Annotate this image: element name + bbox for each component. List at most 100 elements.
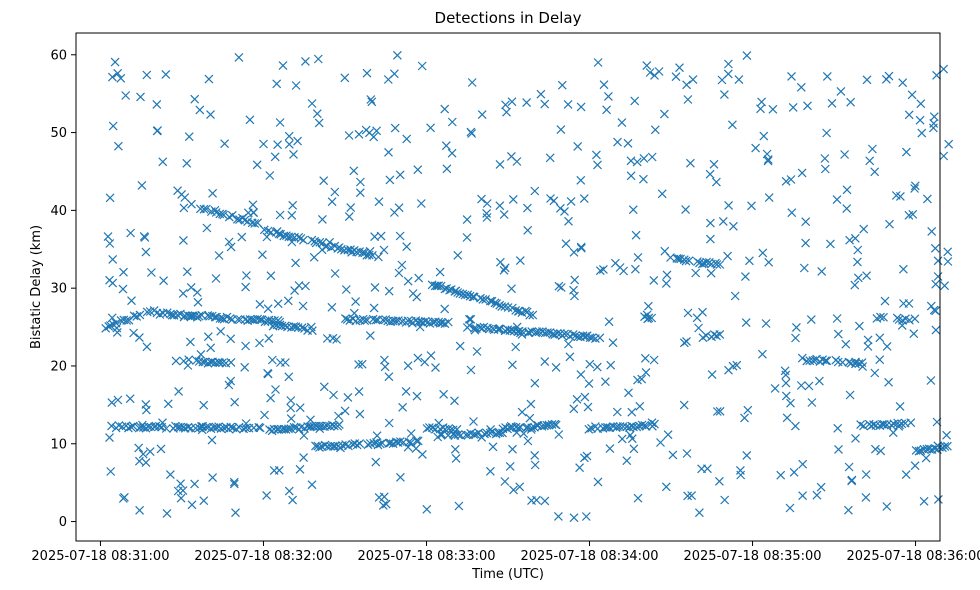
detection-marker-285	[576, 102, 586, 112]
detection-marker-634	[627, 434, 637, 444]
detection-marker-738	[122, 315, 132, 325]
detection-marker-192	[797, 353, 807, 363]
detection-marker-551	[505, 461, 515, 471]
detection-marker-421	[782, 413, 792, 423]
detection-marker-342	[284, 372, 294, 382]
detection-marker-735	[111, 318, 121, 328]
detection-marker-470	[882, 341, 892, 351]
detection-marker-810	[210, 205, 220, 215]
detection-marker-456	[241, 341, 251, 351]
detection-marker-283	[649, 355, 659, 365]
detection-marker-622	[720, 495, 730, 505]
detection-marker-387	[649, 275, 659, 285]
detection-marker-680	[107, 421, 116, 431]
detection-marker-584	[193, 297, 203, 307]
detection-marker-382	[888, 428, 898, 438]
detection-marker-555	[727, 120, 737, 130]
x-tick-label-2: 2025-07-18 08:33:00	[357, 549, 495, 564]
detection-marker-909	[320, 440, 330, 450]
detection-marker-1017	[445, 285, 455, 295]
detection-marker-284	[413, 353, 423, 363]
detection-marker-28	[846, 97, 856, 107]
detection-marker-639	[904, 210, 914, 220]
detection-marker-549	[477, 110, 487, 120]
detection-marker-32	[346, 203, 356, 213]
detection-marker-685	[123, 423, 133, 433]
detection-marker-354	[645, 68, 655, 77]
detection-marker-289	[709, 159, 719, 169]
detection-marker-201	[576, 242, 586, 252]
detection-marker-582	[927, 226, 937, 236]
detection-marker-344	[523, 225, 533, 235]
detection-marker-637	[671, 72, 681, 82]
detection-marker-447	[354, 129, 364, 139]
detection-marker-162	[224, 380, 234, 390]
detection-marker-106	[357, 359, 367, 369]
detection-marker-698	[161, 424, 171, 433]
detection-marker-9	[165, 470, 175, 480]
detection-marker-123	[355, 188, 365, 198]
detection-marker-1097	[595, 333, 605, 343]
detection-marker-412	[836, 86, 846, 96]
detection-marker-237	[319, 382, 329, 392]
detection-marker-977	[443, 317, 453, 327]
detection-marker-511	[107, 398, 117, 408]
detection-marker-437	[780, 366, 790, 376]
detection-marker-8	[499, 265, 509, 275]
detection-marker-604	[385, 175, 395, 185]
detection-marker-1223	[940, 441, 950, 451]
detection-marker-632	[569, 513, 579, 523]
detection-marker-904	[307, 326, 317, 336]
detection-marker-578	[176, 479, 186, 489]
detection-marker-591	[103, 232, 113, 242]
detection-marker-645	[507, 97, 517, 107]
detection-marker-579	[602, 105, 612, 115]
detection-marker-304	[507, 284, 516, 294]
detection-marker-872	[289, 422, 299, 432]
detection-marker-4	[284, 131, 294, 141]
detection-marker-696	[154, 421, 164, 431]
detection-marker-843	[317, 238, 327, 248]
detection-marker-20	[500, 477, 510, 486]
detection-marker-445	[439, 389, 449, 399]
detection-marker-711	[201, 422, 211, 432]
detection-marker-1028	[476, 293, 485, 303]
detection-marker-1091	[578, 331, 588, 341]
detection-marker-0	[482, 213, 492, 222]
detection-marker-592	[742, 450, 752, 460]
detection-marker-176	[515, 256, 525, 266]
detection-marker-525	[329, 390, 338, 400]
detection-marker-326	[355, 177, 365, 187]
detection-marker-838	[298, 235, 308, 245]
detection-marker-857	[358, 248, 368, 258]
detection-marker-207	[876, 446, 886, 456]
detection-marker-151	[715, 406, 725, 416]
detection-marker-134	[583, 402, 593, 412]
detection-marker-286	[909, 329, 919, 339]
detection-marker-135	[451, 453, 461, 463]
detection-marker-76	[683, 95, 693, 104]
detection-marker-185	[705, 218, 715, 228]
detection-marker-328	[931, 279, 941, 289]
detection-marker-577	[187, 199, 196, 209]
detection-marker-700	[170, 421, 180, 431]
detection-marker-820	[240, 215, 250, 225]
detection-marker-1187	[856, 420, 866, 430]
detection-marker-132	[572, 394, 582, 404]
detection-marker-663	[624, 388, 633, 398]
detection-marker-363	[606, 360, 616, 370]
detection-marker-1146	[647, 313, 657, 323]
detection-marker-288	[647, 152, 657, 162]
detection-marker-494	[787, 71, 796, 81]
detection-marker-806	[226, 357, 236, 367]
detection-marker-435	[453, 250, 463, 260]
detection-marker-179	[365, 331, 375, 341]
detection-marker-562	[622, 456, 632, 466]
detection-marker-182	[741, 318, 751, 328]
detection-marker-68	[502, 107, 511, 117]
detection-marker-111	[786, 175, 796, 184]
detection-marker-6	[156, 444, 166, 454]
detection-marker-761	[194, 311, 204, 321]
detection-marker-399	[370, 282, 380, 292]
